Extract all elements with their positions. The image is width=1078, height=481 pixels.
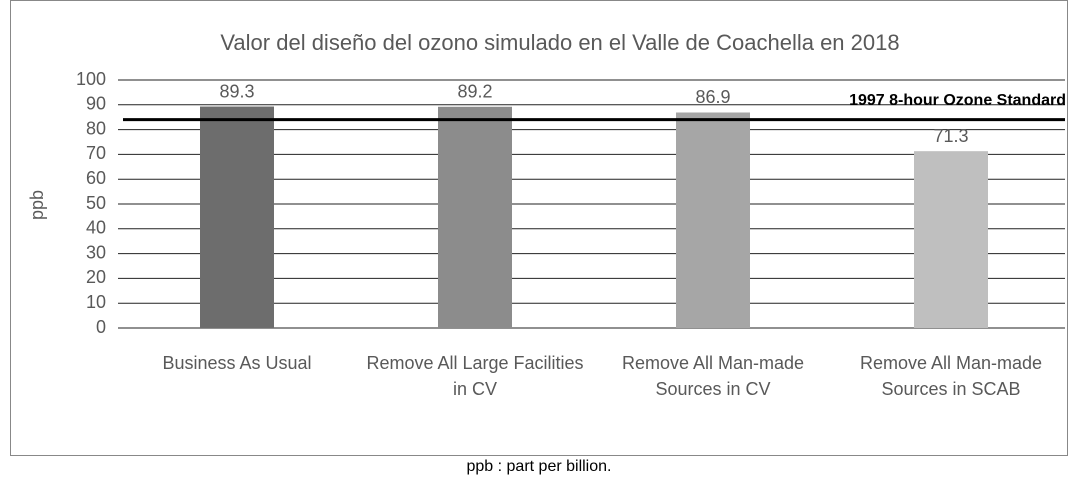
chart-title: Valor del diseño del ozono simulado en e… [220, 30, 899, 55]
x-tick-label: Business As Usual [162, 353, 312, 373]
x-tick-label: Remove All Large Facilities in CV [366, 353, 584, 399]
data-label: 89.2 [457, 82, 492, 102]
chart-border [10, 0, 1068, 456]
caption: ppb : part per billion. [466, 458, 612, 475]
bar [200, 106, 274, 328]
y-axis-label: ppb [27, 190, 47, 220]
y-tick-label: 70 [86, 143, 106, 163]
bar [914, 151, 988, 328]
y-tick-label: 90 [86, 94, 106, 114]
y-tick-label: 40 [86, 218, 106, 238]
y-tick-label: 100 [76, 69, 106, 89]
bar [438, 106, 512, 328]
y-tick-label: 80 [86, 118, 106, 138]
bar [676, 112, 750, 328]
y-tick-label: 10 [86, 292, 106, 312]
y-tick-label: 0 [96, 317, 106, 337]
data-label: 86.9 [695, 87, 730, 107]
reference-label: 1997 8-hour Ozone Standard [849, 92, 1066, 109]
y-tick-label: 30 [86, 242, 106, 262]
y-tick-label: 50 [86, 193, 106, 213]
y-tick-label: 60 [86, 168, 106, 188]
data-label: 71.3 [933, 126, 968, 146]
x-tick-label: Remove All Man-made Sources in SCAB [859, 353, 1043, 399]
x-tick-label: Remove All Man-made Sources in CV [621, 353, 805, 399]
data-label: 89.3 [219, 81, 254, 101]
y-tick-label: 20 [86, 267, 106, 287]
